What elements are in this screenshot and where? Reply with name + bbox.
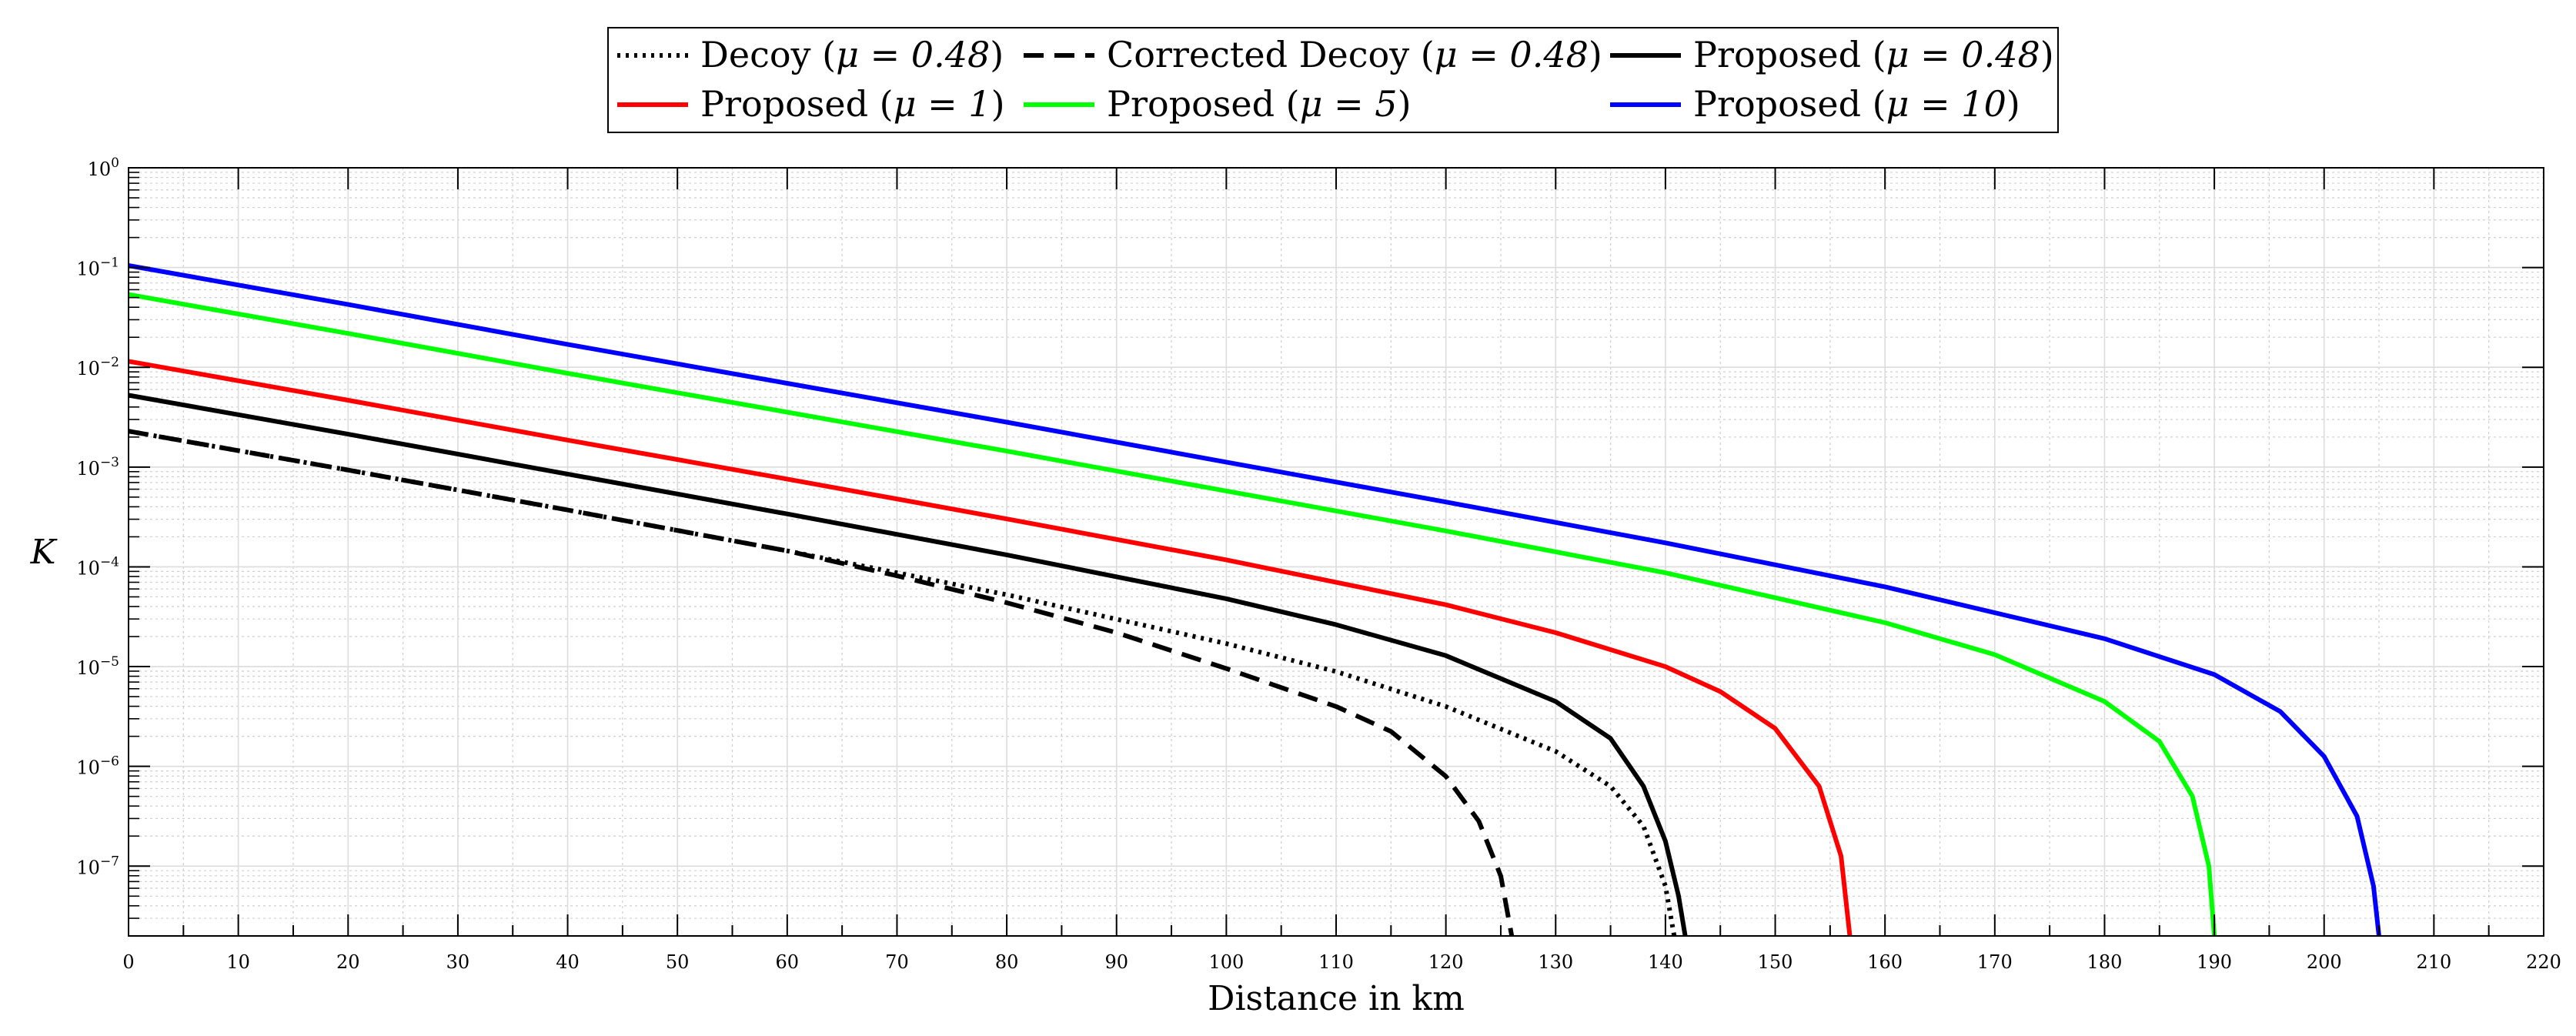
- x-tick-label: 110: [1318, 951, 1354, 973]
- x-tick-label: 70: [885, 951, 909, 973]
- legend-label-3: Proposed (μ = 1): [700, 83, 1005, 125]
- x-tick-label: 90: [1104, 951, 1128, 973]
- legend: Decoy (μ = 0.48) Corrected Decoy (μ = 0.4…: [607, 27, 2059, 133]
- x-tick-label: 30: [446, 951, 470, 973]
- y-tick-label: 10−2: [76, 355, 119, 379]
- y-tick-label: 10−4: [76, 554, 119, 579]
- y-tick-label: 10−7: [76, 854, 119, 878]
- x-tick-label: 160: [1867, 951, 1903, 973]
- x-tick-label: 210: [2416, 951, 2451, 973]
- x-tick-label: 60: [776, 951, 800, 973]
- series-layer: [128, 263, 2381, 937]
- x-tick-label: 100: [1208, 951, 1244, 973]
- series-line-3: [128, 359, 1853, 937]
- x-tick-label: 10: [226, 951, 250, 973]
- x-tick-labels: 0 10 20 30 40 50 60 70 80 90 100 110 120 130 140 150 160…: [122, 951, 2561, 973]
- major-grid: [129, 168, 2544, 936]
- x-tick-label: 150: [1758, 951, 1793, 973]
- legend-box: [607, 27, 2059, 133]
- x-tick-label: 220: [2526, 951, 2561, 973]
- ticks-layer: [128, 167, 2544, 937]
- series-line-4: [128, 292, 2217, 937]
- series-line-1: [128, 429, 1515, 937]
- y-tick-label: 10−1: [76, 256, 119, 280]
- legend-label-0: Decoy (μ = 0.48): [700, 34, 1004, 75]
- x-tick-label: 20: [336, 951, 360, 973]
- y-tick-label: 100: [88, 155, 119, 180]
- x-tick-label: 200: [2307, 951, 2342, 973]
- x-tick-label: 120: [1428, 951, 1464, 973]
- legend-label-1: Corrected Decoy (μ = 0.48): [1107, 34, 1602, 75]
- series-line-2: [128, 393, 1688, 937]
- x-tick-label: 140: [1648, 951, 1683, 973]
- legend-label-4: Proposed (μ = 5): [1107, 83, 1412, 125]
- y-tick-label: 10−6: [76, 754, 119, 779]
- legend-label-5: Proposed (μ = 10): [1693, 83, 2020, 125]
- y-tick-labels: 100 10−1 10−2 10−3 10−4 10−5 10−6 10−7: [76, 155, 119, 878]
- x-axis-title: Distance in km: [1208, 979, 1465, 1018]
- y-axis-title: K: [30, 533, 58, 572]
- x-tick-label: 180: [2087, 951, 2123, 973]
- x-tick-label: 50: [666, 951, 690, 973]
- x-tick-label: 130: [1538, 951, 1573, 973]
- x-tick-label: 80: [995, 951, 1019, 973]
- y-tick-label: 10−5: [76, 654, 119, 679]
- x-tick-label: 190: [2197, 951, 2232, 973]
- x-tick-label: 170: [1977, 951, 2013, 973]
- x-tick-label: 40: [556, 951, 580, 973]
- y-tick-label: 10−3: [76, 455, 119, 480]
- legend-label-2: Proposed (μ = 0.48): [1693, 34, 2054, 75]
- x-tick-label: 0: [122, 951, 134, 973]
- series-line-5: [128, 263, 2381, 937]
